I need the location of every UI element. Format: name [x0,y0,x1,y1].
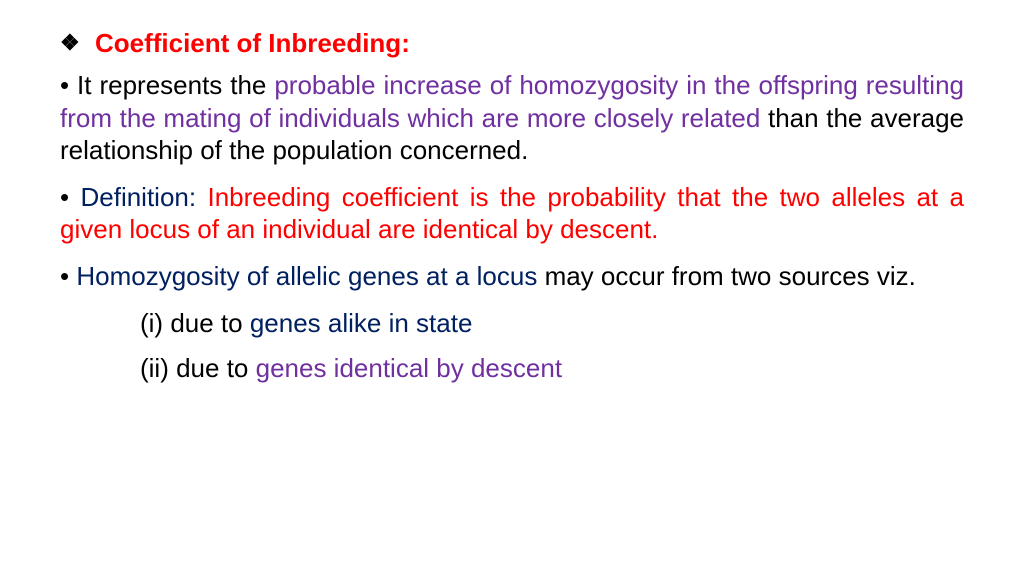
slide-title-text: Coefficient of Inbreeding: [95,28,410,58]
bullet1-pre: It represents the [69,70,274,100]
bullet-item-3: • Homozygosity of allelic genes at a loc… [60,260,964,293]
subitem-1: (i) due to genes alike in state [140,306,964,341]
bullet-dot-icon: • [60,70,69,100]
diamond-bullet-icon: ❖ [60,30,80,56]
bullet-item-2: • Definition: Inbreeding coefficient is … [60,181,964,246]
definition-label: Definition: [69,182,196,212]
slide-title-row: ❖ Coefficient of Inbreeding: [60,28,964,59]
sub1-text: genes alike in state [250,308,473,338]
sub1-label: (i) due to [140,308,250,338]
bullet-dot-icon: • [60,261,69,291]
bullet3-highlight: Homozygosity of allelic genes at a locus [69,261,544,291]
slide-content: ❖ Coefficient of Inbreeding: • It repres… [0,0,1024,576]
bullet3-post: may occur from two sources viz. [545,261,916,291]
bullet-item-1: • It represents the probable increase of… [60,69,964,167]
sub2-text: genes identical by descent [256,353,562,383]
sub2-label: (ii) due to [140,353,256,383]
definition-text: Inbreeding coefficient is the probabilit… [60,182,964,245]
bullet-dot-icon: • [60,182,69,212]
subitem-2: (ii) due to genes identical by descent [140,351,964,386]
